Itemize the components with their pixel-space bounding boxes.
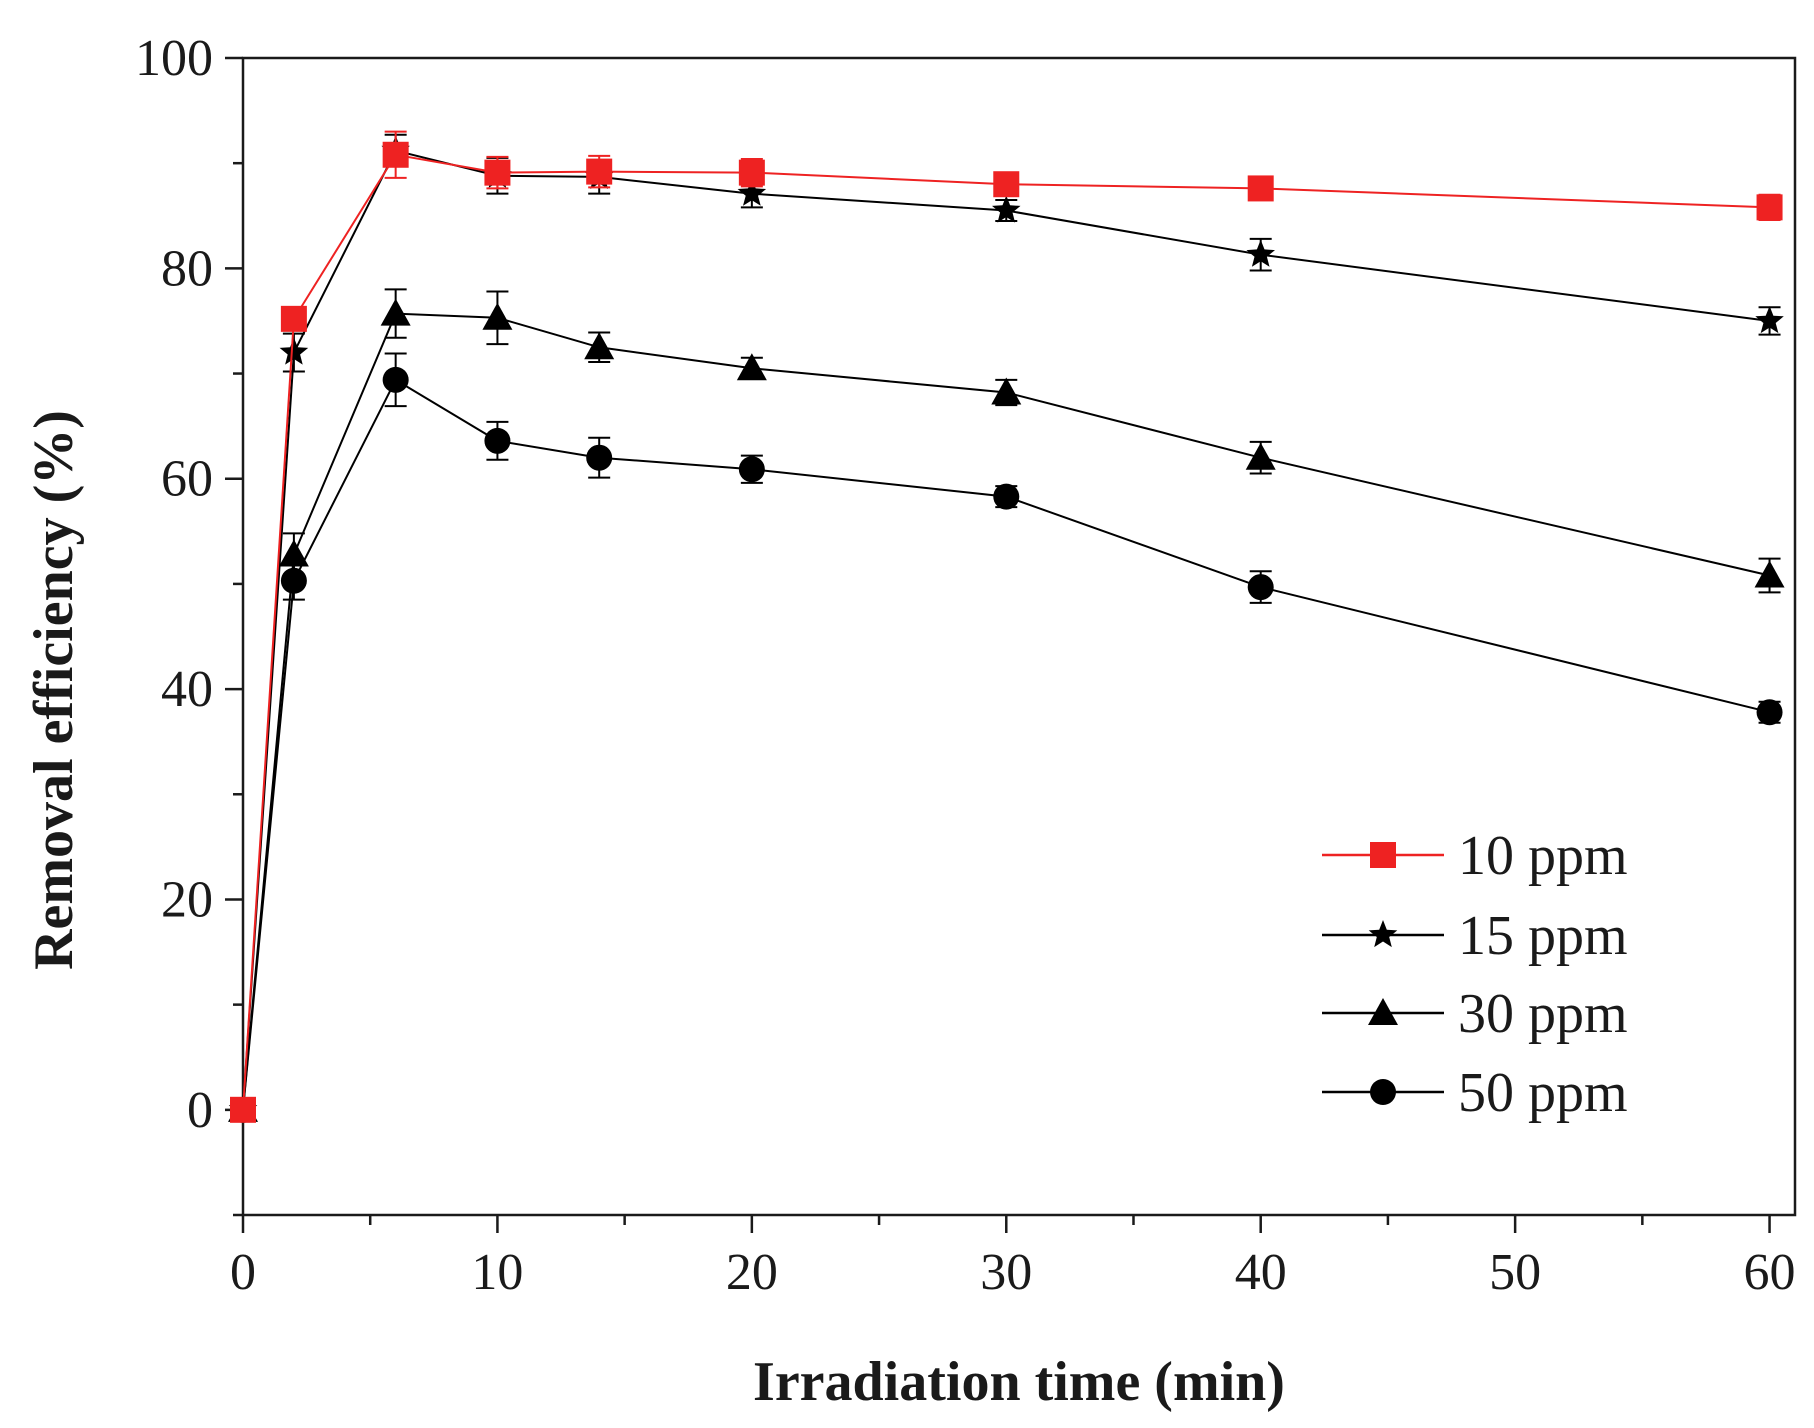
- x-tick-labels: 0 10 20 30 40 50 60: [230, 1244, 1796, 1301]
- data-point: [736, 353, 767, 381]
- data-point: [737, 178, 767, 206]
- legend-label: 10 ppm: [1458, 825, 1628, 887]
- x-tick-label: 60: [1744, 1244, 1796, 1301]
- legend-item-15-ppm: 15 ppm: [1322, 905, 1628, 967]
- y-tick-label: 0: [187, 1082, 213, 1139]
- plot-frame: [241, 56, 1797, 1217]
- data-point: [382, 366, 409, 393]
- data-point: [1245, 442, 1276, 470]
- legend-label: 30 ppm: [1458, 983, 1628, 1045]
- data-point: [991, 377, 1022, 405]
- x-tick-label: 0: [230, 1244, 256, 1301]
- data-point: [482, 302, 513, 330]
- data-point: [279, 337, 309, 365]
- data-point: [1756, 699, 1783, 726]
- data-point: [992, 195, 1021, 223]
- data-point: [1247, 175, 1274, 202]
- series-10-ppm: [230, 130, 1783, 1123]
- x-tick-label: 30: [980, 1244, 1032, 1301]
- data-point: [280, 567, 307, 594]
- legend-marker: [1368, 920, 1398, 948]
- legend-label: 50 ppm: [1458, 1062, 1628, 1124]
- data-point: [586, 158, 613, 185]
- data-point: [1247, 574, 1274, 601]
- data-point: [584, 332, 615, 360]
- data-point: [738, 159, 765, 186]
- data-point: [993, 483, 1020, 510]
- data-point: [1246, 239, 1275, 267]
- y-tick-label: 60: [161, 451, 213, 508]
- data-point: [738, 456, 765, 483]
- x-tick-label: 50: [1489, 1244, 1541, 1301]
- legend-marker: [1370, 1079, 1396, 1105]
- x-tick-label: 40: [1235, 1244, 1287, 1301]
- series-15-ppm: [228, 133, 1784, 1122]
- data-point: [484, 159, 511, 186]
- x-tick-label: 10: [471, 1244, 523, 1301]
- x-tick-label: 20: [726, 1244, 778, 1301]
- legend-item-10-ppm: 10 ppm: [1322, 825, 1628, 887]
- y-tick-labels: 0 20 40 60 80 100: [135, 30, 213, 1139]
- y-tick-label: 40: [161, 661, 213, 718]
- data-point: [382, 141, 409, 168]
- data-point: [484, 427, 511, 454]
- data-point: [280, 305, 307, 332]
- y-tick-label: 20: [161, 871, 213, 928]
- data-point: [1755, 306, 1784, 334]
- data-point: [586, 444, 613, 471]
- axis-ticks: [225, 56, 1771, 1233]
- legend-label: 15 ppm: [1458, 905, 1628, 967]
- y-tick-label: 80: [161, 240, 213, 297]
- data-point: [993, 171, 1020, 198]
- data-point: [1756, 194, 1783, 221]
- legend-item-30-ppm: 30 ppm: [1322, 983, 1628, 1045]
- legend-item-50-ppm: 50 ppm: [1322, 1062, 1628, 1124]
- legend-marker: [1368, 998, 1398, 1025]
- y-tick-label: 100: [135, 30, 213, 87]
- legend-marker: [1370, 842, 1396, 868]
- data-point: [278, 539, 309, 567]
- data-point: [1754, 560, 1785, 588]
- series-layer: [228, 130, 1785, 1123]
- x-axis-title: Irradiation time (min): [753, 1351, 1285, 1413]
- legend: 10 ppm 15 ppm 30 ppm 50 ppm: [1322, 825, 1628, 1124]
- data-point: [380, 298, 411, 326]
- data-point: [230, 1096, 256, 1123]
- y-axis-title: Removal efficiency (%): [23, 410, 85, 970]
